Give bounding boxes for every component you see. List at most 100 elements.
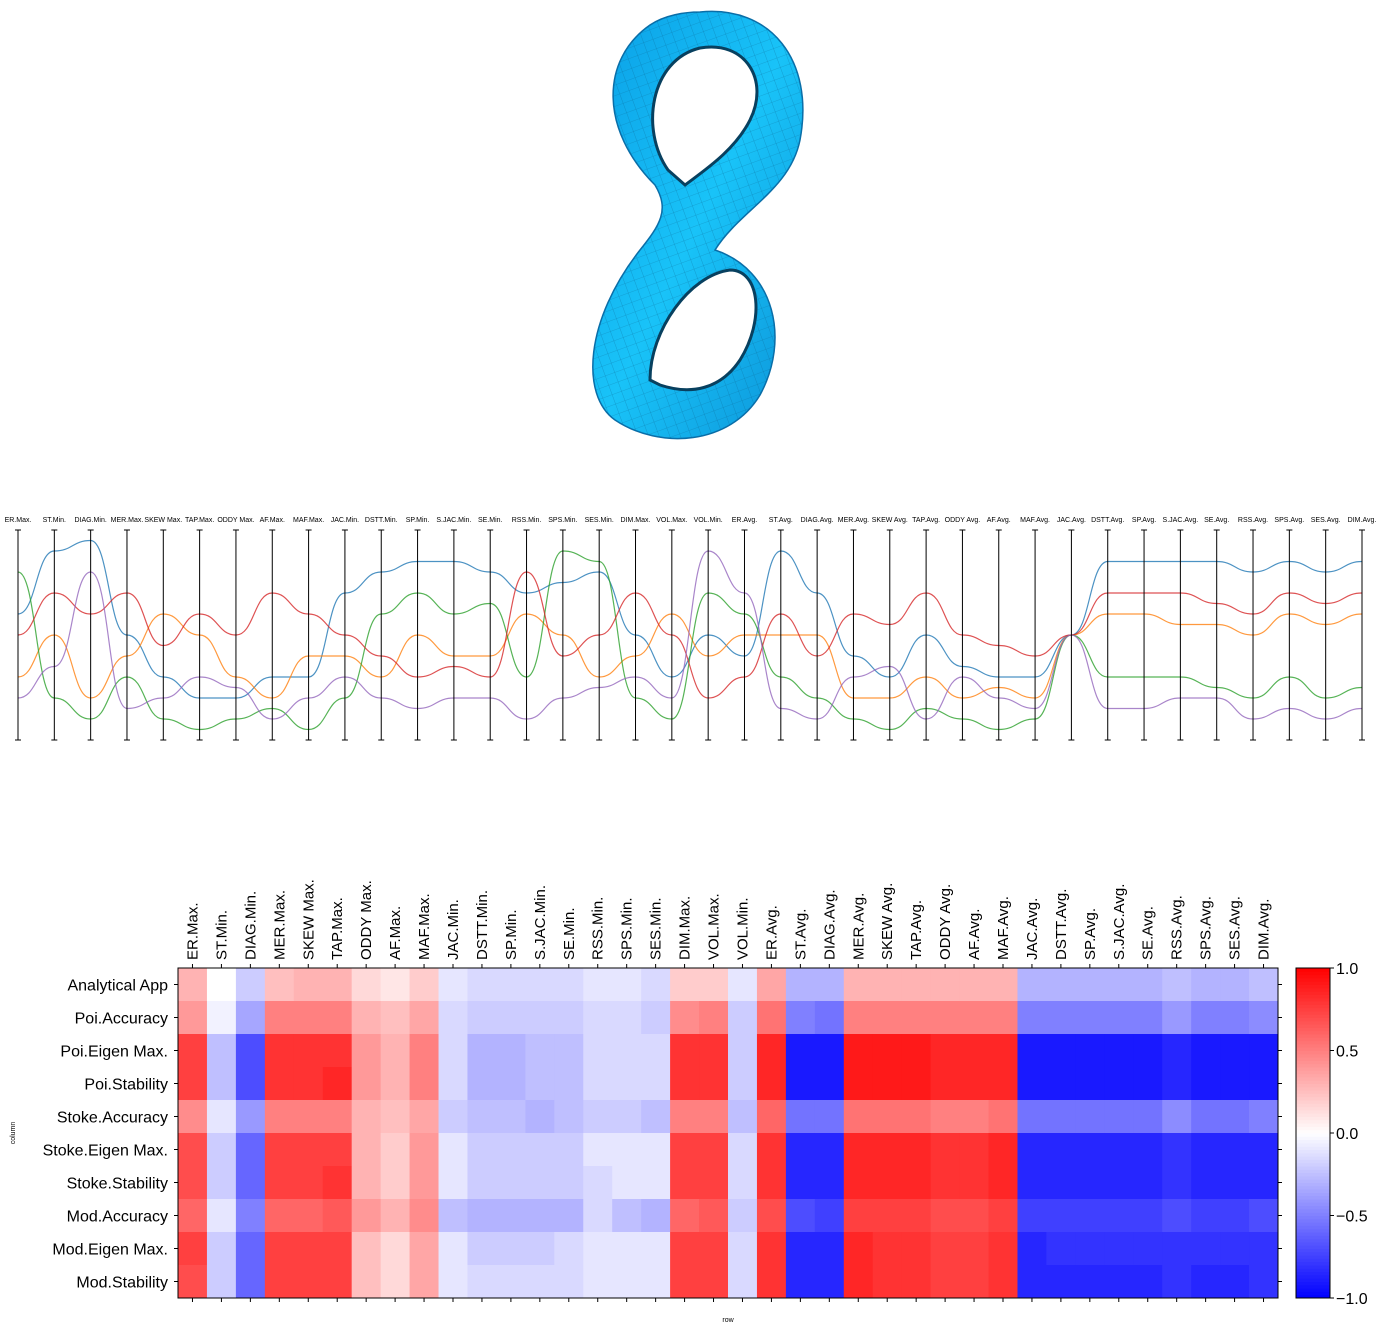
heatmap-cell: [612, 1034, 642, 1068]
heatmap-cell: [1162, 968, 1192, 1002]
heatmap-cell: [206, 1067, 237, 1101]
heatmap-cell: [178, 968, 208, 1002]
heatmap-cell: [728, 1232, 758, 1266]
heatmap-cell: [612, 1067, 642, 1101]
colorbar-step: [1296, 991, 1330, 995]
heatmap-cell: [1133, 1166, 1163, 1200]
heatmap-cell: [525, 1001, 555, 1035]
heatmap-cell: [1104, 968, 1134, 1002]
heatmap-cell: [438, 1034, 468, 1068]
heatmap-cell: [178, 1133, 208, 1167]
heatmap-cell: [843, 968, 874, 1002]
heatmap-cell: [843, 1232, 874, 1266]
heatmap-cell: [1104, 1067, 1134, 1101]
heatmap-cell: [467, 1133, 497, 1167]
heatmap-cell: [1017, 1232, 1047, 1266]
heatmap-cell: [843, 1034, 874, 1068]
heatmap-cell: [641, 968, 671, 1002]
heatmap-cell: [380, 1133, 411, 1167]
heatmap-cell: [814, 1067, 845, 1101]
heatmap-cell: [1104, 1001, 1134, 1035]
heatmap-cell: [1133, 968, 1163, 1002]
heatmap-cell: [351, 1034, 382, 1068]
axis-label: ODDY Max.: [217, 517, 254, 524]
heatmap-cell: [988, 1067, 1018, 1101]
colorbar-step: [1296, 1159, 1330, 1164]
heatmap-cell: [525, 1034, 555, 1068]
colorbar-step: [1296, 1215, 1330, 1220]
colorbar-step: [1296, 1020, 1330, 1025]
colorbar-step: [1296, 1113, 1330, 1117]
heatmap-cell: [235, 1232, 266, 1266]
heatmap-cell: [351, 1100, 382, 1134]
column-label: DIM.Max.: [677, 896, 694, 960]
colorbar-step: [1296, 1146, 1330, 1150]
heatmap-cell: [206, 1133, 237, 1167]
heatmap-cell: [959, 1199, 990, 1233]
heatmap-cell: [959, 1133, 990, 1167]
heatmap-cell: [1249, 1199, 1279, 1233]
heatmap-cell: [178, 1001, 208, 1035]
heatmap-cell: [959, 1001, 990, 1035]
heatmap-cell: [814, 968, 845, 1002]
axis-label: SKEW Max.: [144, 517, 182, 524]
heatmap-cell: [728, 1133, 758, 1167]
heatmap-cell: [756, 1199, 787, 1233]
column-label: RSS.Avg.: [1169, 895, 1186, 960]
heatmap-cell: [467, 1001, 497, 1035]
heatmap-cell: [351, 1199, 382, 1233]
heatmap-cell: [901, 1034, 932, 1068]
colorbar-tick-label: 0.0: [1336, 1126, 1358, 1143]
heatmap-cell: [1017, 1100, 1047, 1134]
column-label: ODDY Avg.: [937, 884, 954, 960]
colorbar-step: [1296, 1034, 1330, 1038]
heatmap-cell: [670, 1100, 700, 1134]
axis-label: RSS.Min.: [512, 517, 542, 524]
heatmap-cell: [1249, 1166, 1279, 1200]
heatmap-cell: [1191, 1100, 1221, 1134]
colorbar-step: [1296, 1205, 1330, 1210]
heatmap-cell: [1046, 1166, 1076, 1200]
heatmap-cell: [872, 1133, 903, 1167]
heatmap-cell: [293, 1265, 324, 1299]
heatmap-cell: [235, 1100, 266, 1134]
heatmap-cell: [235, 1199, 266, 1233]
colorbar-step: [1296, 1185, 1330, 1190]
colorbar-step: [1296, 1281, 1330, 1286]
column-label: DIM.Avg.: [1256, 899, 1273, 960]
heatmap-cell: [670, 1232, 700, 1266]
heatmap-cell: [293, 968, 324, 1002]
heatmap-cell: [409, 1265, 440, 1299]
heatmap-cell: [1133, 1067, 1163, 1101]
colorbar-step: [1296, 1192, 1330, 1197]
heatmap-cell: [1191, 1199, 1221, 1233]
axis-label: MER.Max.: [111, 517, 144, 524]
heatmap-cell: [872, 968, 903, 1002]
heatmap-cell: [728, 1100, 758, 1134]
heatmap-cell: [438, 1001, 468, 1035]
heatmap-cell: [1104, 1034, 1134, 1068]
heatmap-cell: [959, 1067, 990, 1101]
colorbar-step: [1296, 1014, 1330, 1018]
column-label: AF.Max.: [387, 906, 404, 960]
heatmap-cell: [235, 968, 266, 1002]
heatmap-cell: [178, 1265, 208, 1299]
heatmap-cell: [814, 1001, 845, 1035]
heatmap-cell: [1046, 968, 1076, 1002]
heatmap-cell: [699, 1166, 729, 1200]
heatmap-cell: [843, 1166, 874, 1200]
row-label: Stoke.Stability: [67, 1176, 168, 1193]
heatmap-cell: [1046, 1265, 1076, 1299]
heatmap-cell: [235, 1034, 266, 1068]
heatmap-cell: [1133, 1001, 1163, 1035]
colorbar-step: [1296, 1136, 1330, 1141]
heatmap-cell: [554, 1232, 584, 1266]
colorbar-step: [1296, 1149, 1330, 1154]
heatmap-cell: [409, 968, 440, 1002]
column-label: SKEW Max.: [300, 879, 317, 960]
heatmap-cell: [872, 1001, 903, 1035]
heatmap-cell: [930, 1133, 961, 1167]
colorbar-step: [1296, 1175, 1330, 1180]
heatmap-cell: [178, 1034, 208, 1068]
axis-label: JAC.Min.: [331, 517, 359, 524]
